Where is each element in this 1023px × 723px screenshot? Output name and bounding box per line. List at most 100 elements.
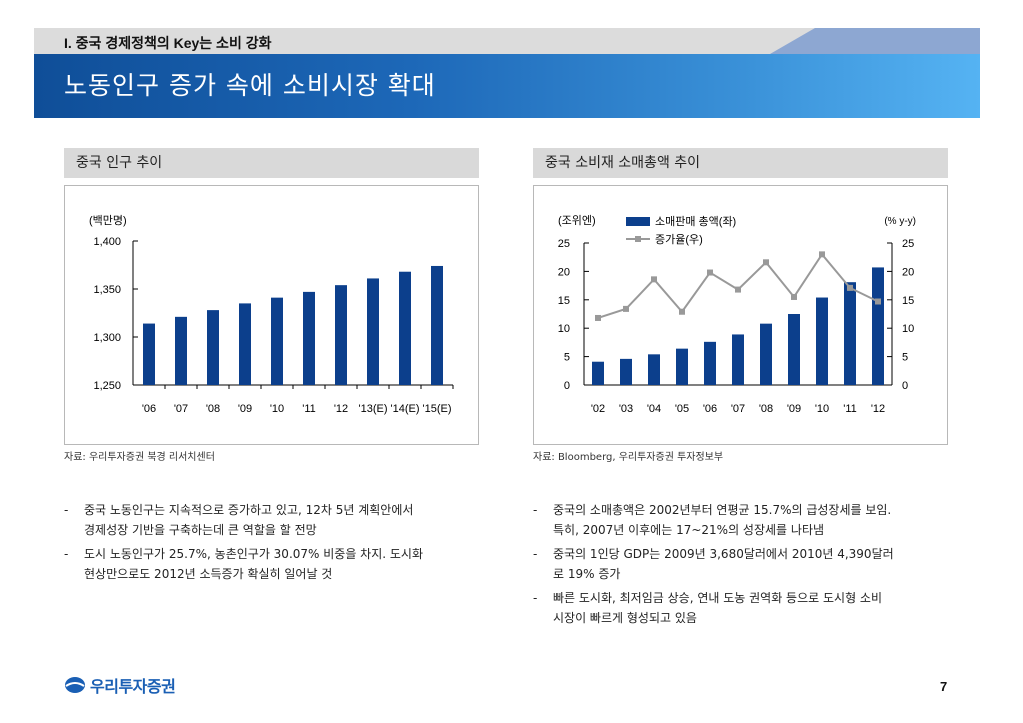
x-tick-label: '14(E)	[391, 403, 420, 415]
retail-bar	[704, 341, 716, 385]
growth-point	[735, 286, 741, 293]
population-bar	[143, 323, 155, 385]
population-bar	[335, 285, 347, 385]
growth-point	[819, 251, 825, 258]
x-tick-label: '11	[302, 403, 316, 415]
y-tick-label-left: 0	[564, 380, 570, 392]
x-tick-label: '10	[815, 403, 829, 415]
retail-bar	[844, 282, 856, 385]
right-source: 자료: Bloomberg, 우리투자증권 투자정보부	[533, 452, 724, 463]
y-axis-label: (백만명)	[89, 214, 127, 227]
x-tick-label: '10	[270, 403, 284, 415]
company-logo: 우리투자증권	[64, 673, 176, 697]
bullet-dash: -	[64, 547, 69, 561]
y-tick-label-left: 10	[558, 323, 570, 335]
right-bullet: - 중국의 소매총액은 2002년부터 연평균 15.7%의 급성장세를 보임. 특…	[533, 500, 953, 540]
y-tick-label-left: 25	[558, 238, 570, 250]
y-tick-label-right: 20	[902, 266, 914, 278]
x-tick-label: '12	[871, 403, 885, 415]
growth-point	[679, 308, 685, 315]
growth-point	[791, 293, 797, 300]
y-tick-label-right: 15	[902, 295, 914, 307]
growth-point	[707, 269, 713, 276]
x-tick-label: '09	[238, 403, 252, 415]
bullet-line: 현상만으로도 2012년 소득증가 확실히 일어날 것	[84, 567, 333, 581]
retail-bar	[788, 314, 800, 385]
legend-line-marker	[635, 236, 641, 242]
x-tick-label: '12	[334, 403, 348, 415]
bullet-line: 중국의 소매총액은 2002년부터 연평균 15.7%의 급성장세를 보임.	[553, 503, 892, 517]
growth-point	[847, 284, 853, 291]
retail-bar	[872, 267, 884, 385]
title-banner	[34, 54, 980, 118]
right-panel-title: 중국 소비재 소매총액 추이	[533, 148, 948, 178]
legend-bar-swatch	[626, 217, 650, 226]
x-tick-label: '06	[142, 403, 156, 415]
population-bar	[175, 316, 187, 385]
growth-point	[651, 276, 657, 283]
bullet-line: 도시 노동인구가 25.7%, 농촌인구가 30.07% 비중을 차지. 도시화	[84, 547, 424, 561]
population-bar	[207, 310, 219, 385]
x-tick-label: '15(E)	[423, 403, 452, 415]
retail-bar	[732, 334, 744, 385]
y-tick-label-right: 0	[902, 380, 908, 392]
retail-bar	[760, 323, 772, 385]
growth-point	[763, 259, 769, 266]
logo-mark-icon	[65, 677, 85, 693]
bullet-line: 로 19% 증가	[553, 567, 621, 581]
right-bullet-list: - 중국의 소매총액은 2002년부터 연평균 15.7%의 급성장세를 보임. 특…	[533, 500, 953, 632]
page-number: 7	[940, 679, 948, 694]
x-tick-label: '08	[759, 403, 773, 415]
bullet-dash: -	[533, 503, 538, 517]
y-tick-label: 1,400	[93, 236, 121, 248]
legend-bar-label: 소매판매 총액(좌)	[655, 215, 736, 228]
y-tick-label: 1,300	[93, 332, 121, 344]
bullet-line: 경제성장 기반을 구축하는데 큰 역할을 할 전망	[84, 523, 317, 537]
x-tick-label: '07	[174, 403, 188, 415]
y-tick-label: 1,250	[93, 380, 121, 392]
logo-text: 우리투자증권	[90, 677, 176, 696]
x-tick-label: '04	[647, 403, 661, 415]
y-tick-label-left: 15	[558, 295, 570, 307]
population-bar	[239, 303, 251, 385]
x-tick-label: '02	[591, 403, 605, 415]
left-source: 자료: 우리투자증권 북경 리서치센터	[64, 452, 215, 463]
retail-bar	[648, 354, 660, 385]
growth-point	[875, 298, 881, 305]
y-tick-label: 1,350	[93, 284, 121, 296]
right-bullet: - 중국의 1인당 GDP는 2009년 3,680달러에서 2010년 4,39…	[533, 544, 953, 584]
left-bullet-list: - 중국 노동인구는 지속적으로 증가하고 있고, 12차 5년 계획안에서 경제성…	[64, 500, 484, 588]
x-tick-label: '11	[843, 403, 857, 415]
y-axis-label-right: (% y-y)	[884, 216, 916, 227]
bullet-dash: -	[533, 547, 538, 561]
legend-line-label: 증가율(우)	[655, 233, 703, 246]
population-chart: (백만명) 1,250 1,300 1,350 1,400 '06 '07 '08 '09 '10…	[89, 214, 454, 415]
growth-point	[595, 314, 601, 321]
section-label: I. 중국 경제정책의 Key는 소비 강화	[64, 35, 272, 51]
x-tick-label: '08	[206, 403, 220, 415]
bullet-line: 특히, 2007년 이후에는 17~21%의 성장세를 나타냄	[553, 523, 825, 537]
retail-bar	[676, 348, 688, 385]
bullet-dash: -	[64, 503, 69, 517]
y-tick-label-left: 20	[558, 266, 570, 278]
population-chart-box: (백만명) 1,250 1,300 1,350 1,400 '06 '07 '08 '09 '10…	[64, 185, 479, 445]
x-tick-label: '09	[787, 403, 801, 415]
retail-bar	[816, 297, 828, 385]
bullet-line: 빠른 도시화, 최저임금 상승, 연내 도농 권역화 등으로 도시형 소비	[553, 591, 883, 605]
page-title: 노동인구 증가 속에 소비시장 확대	[64, 71, 436, 100]
bullet-line: 시장이 빠르게 형성되고 있음	[553, 611, 697, 625]
population-bar	[399, 271, 411, 385]
bullet-line: 중국의 1인당 GDP는 2009년 3,680달러에서 2010년 4,390…	[553, 547, 894, 561]
y-tick-label-right: 25	[902, 238, 914, 250]
y-tick-label-right: 5	[902, 352, 908, 364]
x-tick-label: '03	[619, 403, 633, 415]
retail-bar	[620, 358, 632, 385]
x-tick-label: '07	[731, 403, 745, 415]
retail-chart-box: (조위엔) (% y-y) 0 0 5 5 10 10 15 15 20 20 25 25 '02 '03 '0…	[533, 185, 948, 445]
y-axis-label-left: (조위엔)	[558, 214, 596, 227]
left-bullet: - 도시 노동인구가 25.7%, 농촌인구가 30.07% 비중을 차지. 도시…	[64, 544, 484, 584]
x-tick-label: '13(E)	[359, 403, 388, 415]
population-bar	[367, 278, 379, 385]
y-tick-label-right: 10	[902, 323, 914, 335]
growth-line	[597, 252, 879, 319]
